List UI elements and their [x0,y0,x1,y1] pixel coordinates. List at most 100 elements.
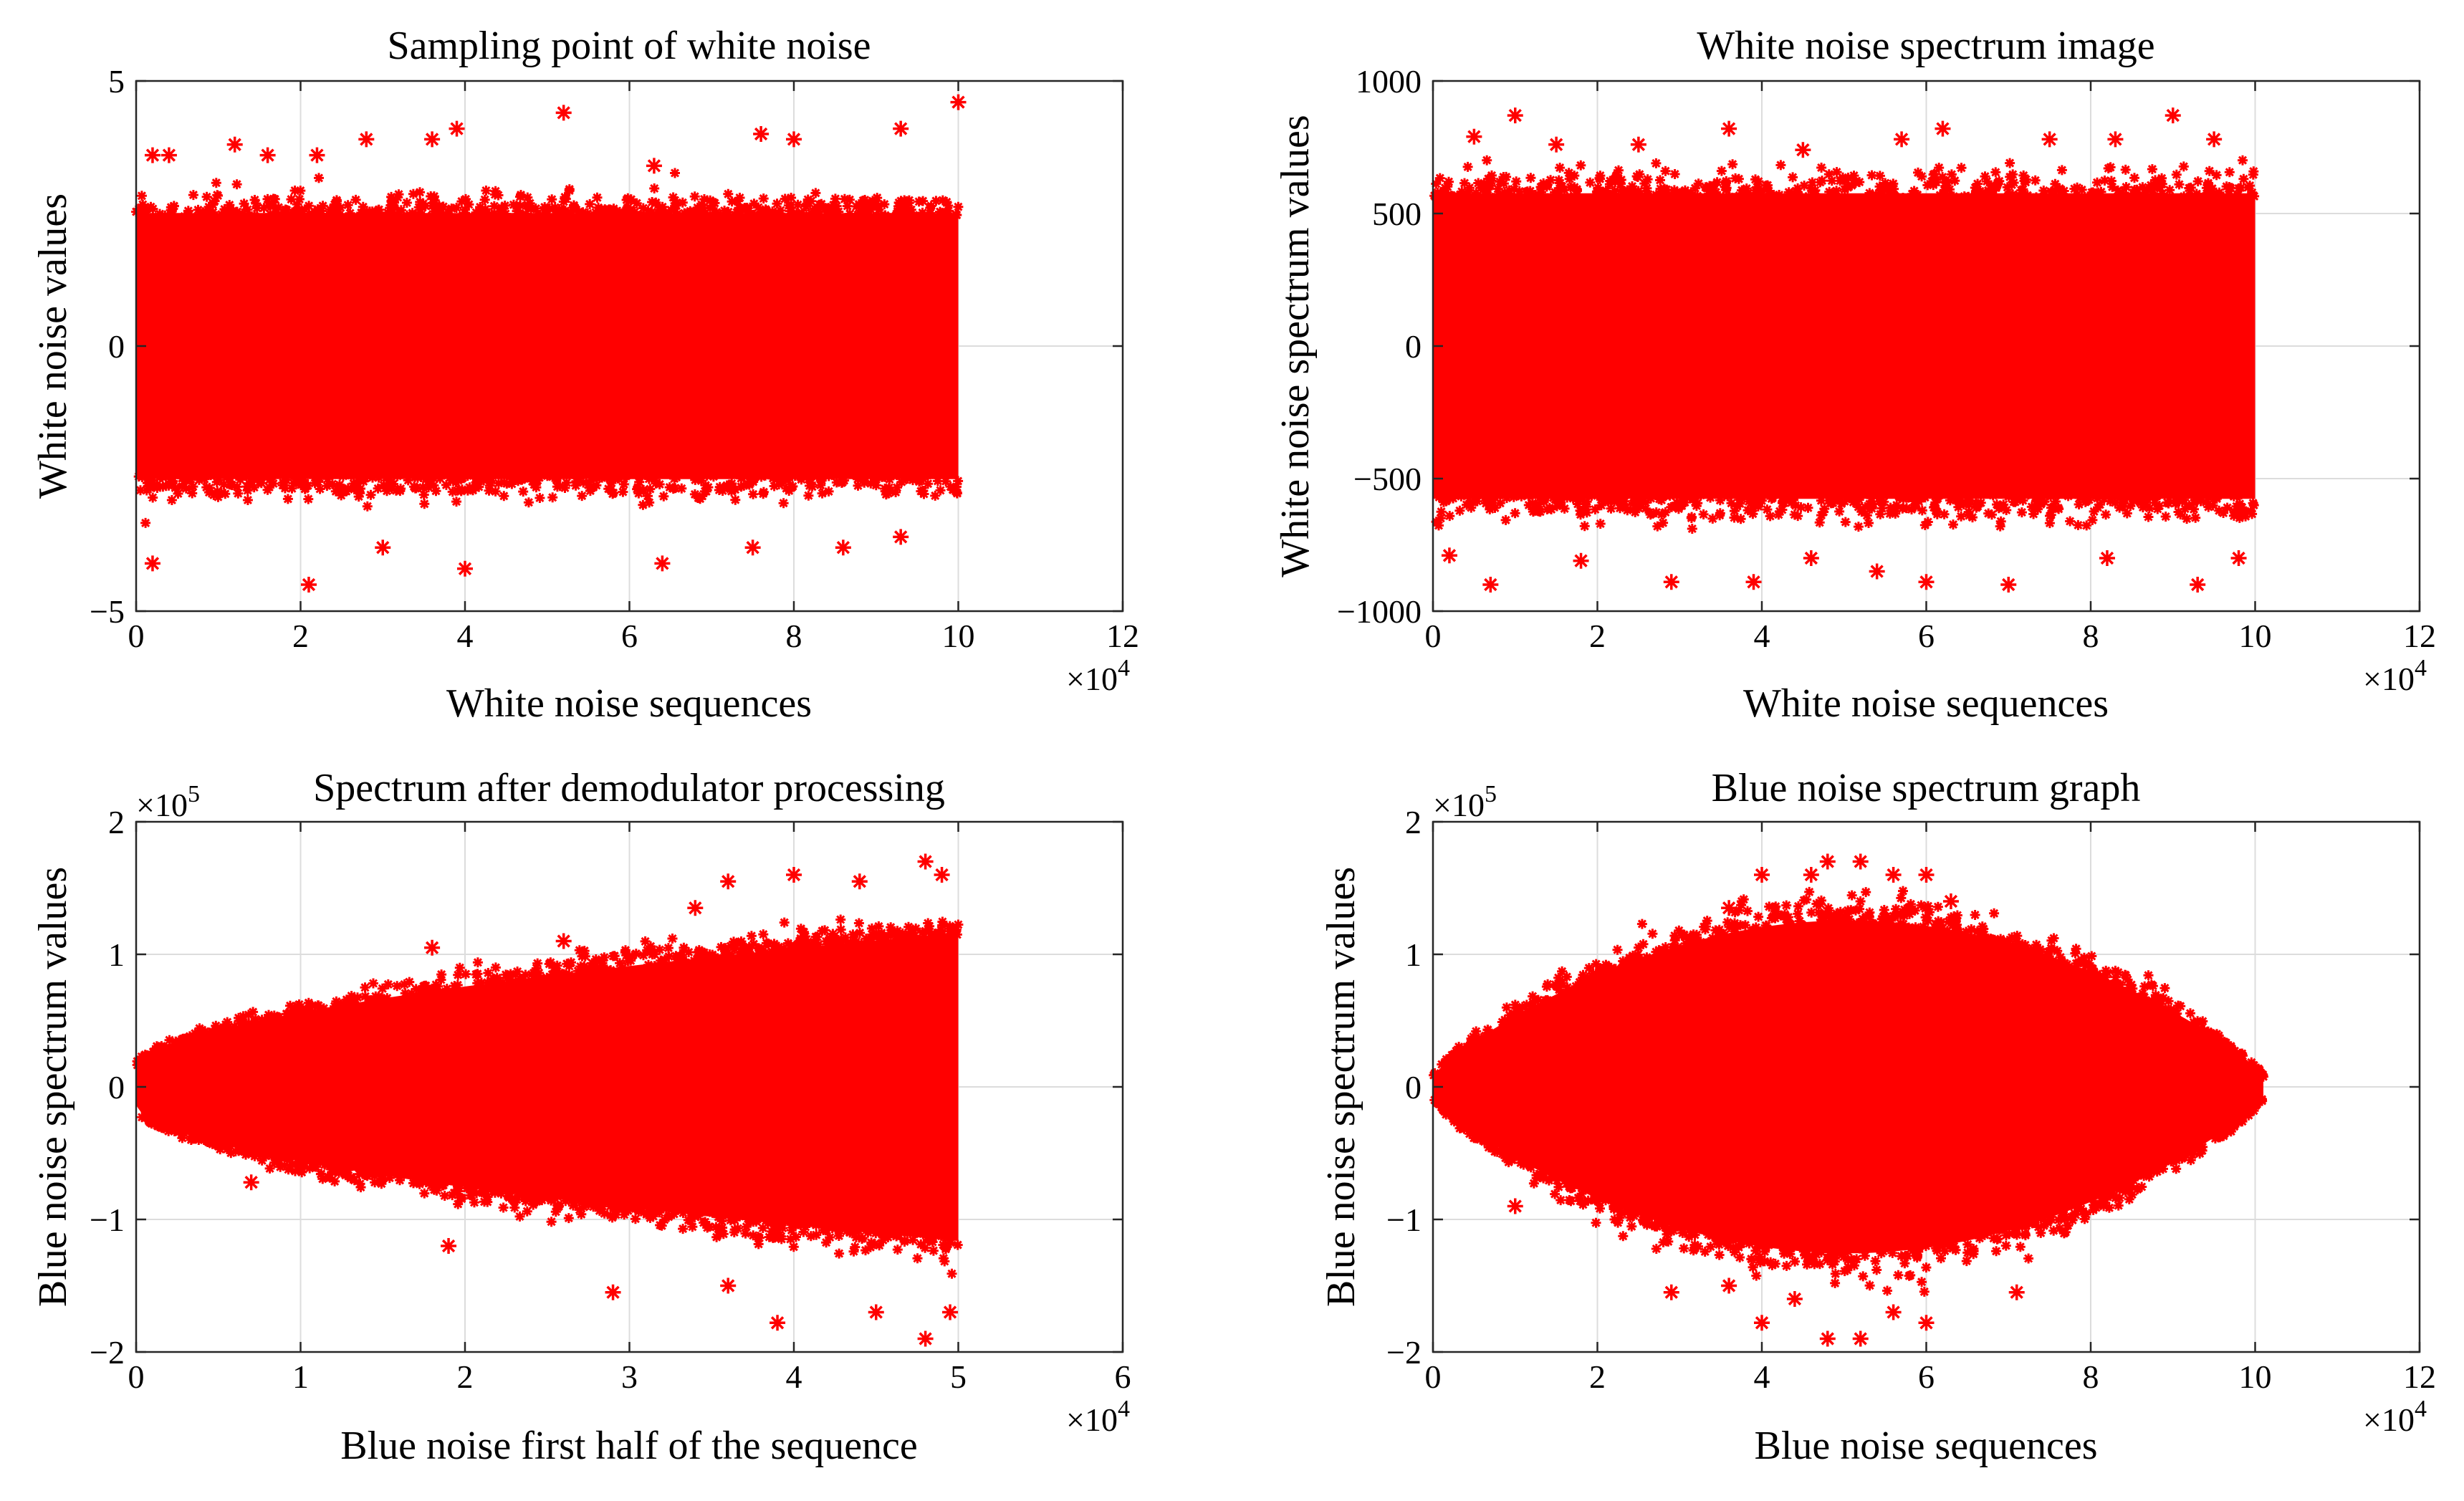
panel-title: Spectrum after demodulator processing [313,766,945,810]
outlier-point [424,939,441,956]
outlier-point [720,873,737,890]
y-tick-label: −5 [90,593,125,630]
x-axis-label: White noise sequences [446,681,812,726]
outlier-point [555,933,572,949]
x-tick-label: 0 [128,618,145,654]
axis-multiplier: ×104 [1066,1396,1130,1438]
x-axis-label: Blue noise sequences [1755,1424,2098,1468]
outlier-point [917,1330,934,1347]
x-tick-label: 2 [457,1358,474,1395]
ticks: 0 2 4 6 8 10 12−505 [90,63,1139,654]
y-axis-label: White noise values [31,193,75,499]
x-tick-label: 1 [292,1358,309,1395]
panel-blue-noise-spectrum: Blue noise spectrum graph Blue noise seq… [1319,766,2436,1468]
outlier-point [744,540,761,556]
outlier-point [449,120,465,137]
y-tick-label: −1 [1386,1202,1422,1238]
x-tick-label: 6 [1918,618,1935,654]
outlier-point [2230,550,2247,566]
outlier-point [1721,1277,1737,1294]
outlier-point [1663,574,1679,590]
outlier-point [2165,107,2181,124]
outlier-point [243,1174,259,1191]
x-tick-label: 0 [128,1358,145,1395]
outlier-point [687,900,704,916]
outlier-point [786,131,802,148]
outlier-point [309,147,325,163]
outlier-point [375,540,391,556]
noise-edge-points [131,168,964,528]
x-tick-label: 2 [1589,1358,1606,1395]
noise-edge-points [1429,886,2268,1297]
outlier-point [2190,577,2206,593]
outlier-point [1869,563,1885,580]
outlier-point [770,1315,786,1331]
outlier-point [942,1304,959,1320]
y-tick-label: −500 [1353,461,1422,497]
axis-multiplier: ×105 [1433,781,1497,823]
outlier-point [753,126,770,142]
x-tick-label: 8 [786,618,802,654]
outlier-point [1663,1284,1679,1300]
panel-sampling-point: Sampling point of white noise White nois… [31,24,1139,726]
outlier-point [1507,1198,1523,1214]
axis-multiplier: ×105 [136,781,200,823]
x-tick-label: 12 [2403,1358,2436,1395]
y-tick-label: 2 [108,804,125,840]
x-tick-label: 6 [1115,1358,1131,1395]
ticks: 0 1 2 3 4 5 6 −2 −1 0 1 2 [90,804,1131,1395]
outlier-point [555,105,572,121]
outlier-point [1507,107,1523,124]
outlier-point [2099,550,2115,566]
y-tick-label: 1000 [1356,63,1422,100]
outlier-point [226,136,243,153]
outlier-point [1852,1330,1869,1347]
y-tick-label: 0 [108,328,125,365]
outlier-point [457,560,473,577]
x-tick-label: 10 [2239,1358,2272,1395]
ticks: 0 2 4 6 8 10 12 −1000 −500 0 500 1000 [1337,63,2436,654]
outlier-point [1466,128,1482,145]
y-axis-label: Blue noise spectrum values [31,867,75,1307]
y-tick-label: 1 [108,936,125,973]
outlier-point [1918,574,1935,590]
outlier-point [835,540,851,556]
outlier-point [2206,131,2223,148]
y-tick-label: 0 [1405,1069,1422,1106]
x-tick-label: 2 [1589,618,1606,654]
outlier-point [2041,131,2058,148]
outlier-point [654,555,671,572]
noise-points [1429,853,2268,1347]
outlier-point [1745,574,1762,590]
noise-band [1433,920,2263,1254]
outlier-point [893,120,909,137]
outlier-point [1721,120,1737,137]
panel-white-noise-spectrum: White noise spectrum image White noise s… [1273,24,2436,726]
outlier-point [605,1284,621,1300]
x-tick-label: 0 [1425,1358,1442,1395]
outlier-point [424,131,441,148]
x-axis-label: White noise sequences [1743,681,2109,726]
outlier-point [144,147,160,163]
outlier-point [1441,547,1457,564]
outlier-point [144,555,160,572]
outlier-point [851,873,868,890]
outlier-point [1885,867,1902,883]
outlier-point [917,853,934,870]
x-tick-label: 4 [786,1358,802,1395]
x-tick-label: 10 [2239,618,2272,654]
x-tick-label: 12 [2403,618,2436,654]
outlier-point [1754,1315,1770,1331]
outlier-point [1630,136,1646,153]
outlier-point [1721,900,1737,916]
outlier-point [1942,893,1959,909]
outlier-point [950,94,967,110]
outlier-point [1885,1304,1902,1320]
y-tick-label: −2 [90,1334,125,1371]
y-axis-label: Blue noise spectrum values [1319,867,1363,1307]
x-tick-label: 6 [1918,1358,1935,1395]
outlier-point [646,158,662,174]
y-axis-label: White noise spectrum values [1273,115,1318,577]
